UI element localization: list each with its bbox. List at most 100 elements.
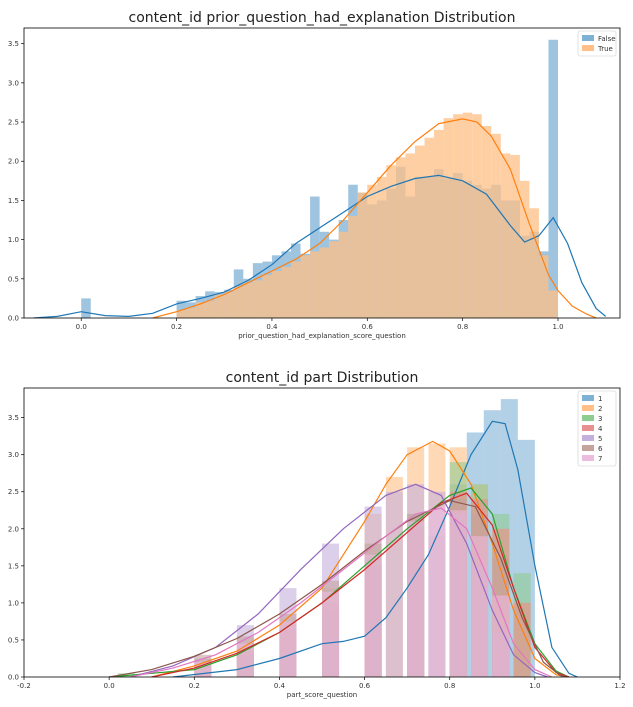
x-tick-label: 0.0 (76, 323, 87, 331)
axes-frame (23, 27, 621, 319)
histogram-bar (405, 153, 415, 318)
histogram-bar (414, 145, 425, 318)
histogram-bar (491, 133, 501, 318)
y-tick-label: 2.5 (8, 119, 19, 127)
histogram-bar (538, 255, 549, 318)
x-tick-label: 1.2 (614, 682, 625, 690)
histogram-bar (367, 184, 377, 318)
histogram-bar (492, 595, 510, 677)
histogram-bar (434, 129, 444, 318)
histogram-bar (462, 112, 473, 318)
series-2-bars (176, 112, 559, 318)
legend-label: 3 (598, 415, 602, 423)
y-tick-label: 3.5 (8, 40, 19, 48)
histogram-bar (233, 286, 244, 318)
x-axis-label: prior_question_had_explanation_score_que… (238, 332, 406, 340)
kde-line-series-5 (130, 483, 548, 677)
x-tick-label: 1.0 (552, 323, 563, 331)
histogram-bar (481, 125, 492, 318)
histogram-bar (176, 300, 187, 318)
legend-swatch (582, 35, 594, 41)
histogram-bar (519, 180, 530, 318)
y-tick-label: 2.5 (8, 488, 19, 496)
x-axis-label: part_score_question (287, 691, 357, 699)
legend-swatch (582, 445, 594, 451)
legend-label: False (598, 35, 616, 43)
histogram-bar (471, 536, 489, 677)
legend-swatch (582, 405, 594, 411)
histogram-bar (513, 602, 531, 677)
legend-swatch (582, 45, 594, 51)
x-tick-label: 0.4 (266, 323, 278, 331)
histogram-bar (338, 231, 349, 318)
histogram-bar (279, 621, 297, 677)
histogram-bar (310, 251, 320, 318)
legend: 1 2 3 4 5 6 7 (577, 390, 617, 467)
histogram-bar (424, 137, 435, 318)
y-tick-label: 3.5 (8, 414, 19, 422)
kde-line-series-6 (108, 499, 570, 677)
plot-area (33, 39, 607, 318)
legend-label: 7 (598, 455, 602, 463)
x-tick-label: 0.8 (444, 682, 455, 690)
histogram-bar (376, 176, 387, 318)
histogram-bar (428, 506, 446, 677)
y-tick-label: 3.0 (8, 79, 19, 87)
histogram-bar (300, 255, 311, 318)
legend-swatch (582, 425, 594, 431)
x-tick-label: 0.4 (274, 682, 286, 690)
kde-line-series-7 (130, 507, 553, 677)
histogram-bar (81, 298, 91, 318)
y-tick-label: 2.0 (8, 158, 19, 166)
x-tick-label: 1.0 (529, 682, 540, 690)
histogram-bar (329, 241, 339, 318)
histogram-bar (364, 554, 382, 677)
kde-line-series-3 (109, 487, 570, 677)
x-tick-label: 0.0 (104, 682, 115, 690)
histogram-bar (348, 216, 358, 318)
histogram-bar (262, 274, 272, 318)
histogram-bar (529, 208, 539, 318)
y-tick-label: 1.0 (8, 236, 19, 244)
legend-swatch (582, 415, 594, 421)
legend: False True (577, 30, 617, 57)
x-tick-label: 0.8 (457, 323, 468, 331)
x-tick-label: -0.2 (17, 682, 31, 690)
legend-label: 6 (598, 445, 603, 453)
histogram-bar (548, 39, 559, 318)
histogram-bar (386, 165, 396, 318)
histogram-bar (443, 118, 454, 318)
histogram-bar (291, 261, 301, 318)
histogram-bar (395, 157, 406, 318)
histogram-bar (472, 114, 482, 318)
histogram-bar (214, 294, 225, 318)
histogram-bar (548, 290, 559, 318)
histogram-bar (449, 510, 467, 677)
legend-label: True (597, 45, 613, 53)
y-tick-label: 1.5 (8, 562, 19, 570)
legend-swatch (582, 455, 594, 461)
x-tick-label: 0.2 (171, 323, 182, 331)
legend-swatch (582, 395, 594, 401)
histogram-bar (176, 310, 187, 318)
x-tick-label: 0.6 (359, 682, 371, 690)
legend-label: 4 (598, 425, 603, 433)
histogram-bar (385, 491, 403, 677)
y-tick-label: 1.0 (8, 599, 19, 607)
chart-panel-2: content_id part Distribution-0.2 0.0 0.2 0.… (8, 370, 626, 699)
histogram-bar (407, 521, 425, 677)
histogram-bar (281, 267, 292, 318)
y-tick-label: 1.5 (8, 197, 19, 205)
chart-title: content_id part Distribution (226, 370, 419, 386)
kde-line-series-2 (152, 118, 597, 318)
legend-label: 5 (598, 435, 602, 443)
legend-swatch (582, 435, 594, 441)
y-tick-label: 2.0 (8, 525, 19, 533)
kde-line-series-1 (172, 420, 578, 677)
legend-label: 1 (598, 395, 602, 403)
histogram-bar (205, 300, 215, 318)
histogram-bar (224, 292, 234, 318)
x-tick-label: 0.6 (362, 323, 374, 331)
